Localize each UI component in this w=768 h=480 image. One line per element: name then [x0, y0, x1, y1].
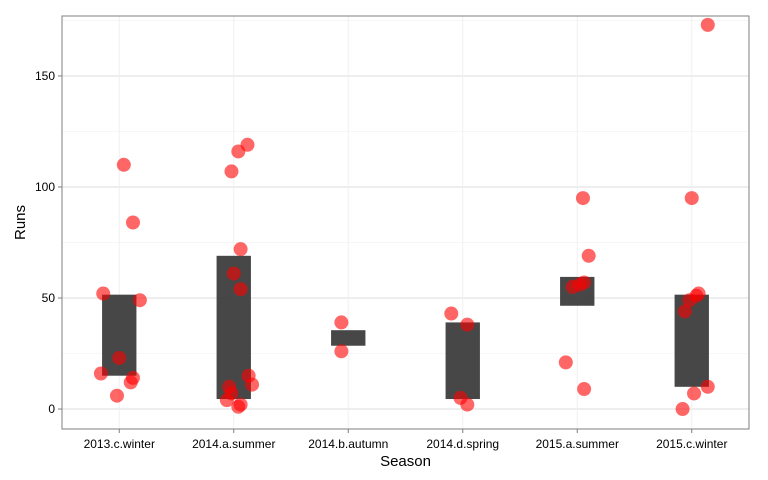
y-axis-title: Runs [12, 205, 29, 240]
x-tick-label: 2015.a.summer [536, 437, 619, 451]
data-point [233, 282, 248, 297]
data-point [675, 402, 690, 417]
data-point [577, 382, 592, 397]
data-points [93, 17, 715, 417]
data-point [132, 293, 147, 308]
data-point [245, 377, 260, 392]
x-tick-label: 2015.c.winter [656, 437, 727, 451]
x-axis: 2013.c.winter 2014.a.summer 2014.b.autumn 2… [84, 429, 727, 451]
data-point [460, 397, 475, 412]
data-point [444, 306, 459, 321]
data-point [684, 191, 699, 206]
data-point [581, 248, 596, 263]
data-point [96, 286, 111, 301]
y-tick-label: 100 [35, 180, 55, 194]
data-point [116, 157, 131, 172]
data-point [687, 386, 702, 401]
data-point [233, 242, 248, 257]
data-point [226, 266, 241, 281]
data-point [558, 355, 573, 370]
data-point [112, 350, 127, 365]
x-tick-label: 2013.c.winter [84, 437, 155, 451]
box [331, 330, 366, 346]
data-point [460, 317, 475, 332]
data-point [231, 144, 246, 159]
data-point [93, 366, 108, 381]
y-tick-label: 50 [42, 291, 56, 305]
x-tick-label: 2014.d.spring [426, 437, 499, 451]
minor-gridlines [62, 20, 749, 354]
data-point [677, 304, 692, 319]
data-point [700, 379, 715, 394]
data-point [700, 17, 715, 32]
data-point [123, 375, 138, 390]
data-point [682, 293, 697, 308]
data-point [575, 191, 590, 206]
data-point [224, 164, 239, 179]
data-point [334, 315, 349, 330]
x-axis-title: Season [380, 453, 431, 470]
data-point [125, 215, 140, 230]
x-tick-label: 2014.b.autumn [308, 437, 388, 451]
y-tick-label: 150 [35, 69, 55, 83]
data-point [109, 388, 124, 403]
box [445, 322, 480, 400]
y-axis: 0 50 100 150 [35, 69, 62, 416]
y-tick-label: 0 [48, 402, 55, 416]
data-point [231, 399, 246, 414]
panel-border [61, 15, 750, 430]
x-tick-label: 2014.a.summer [192, 437, 275, 451]
data-point [334, 344, 349, 359]
data-point [219, 393, 234, 408]
data-point [565, 279, 580, 294]
